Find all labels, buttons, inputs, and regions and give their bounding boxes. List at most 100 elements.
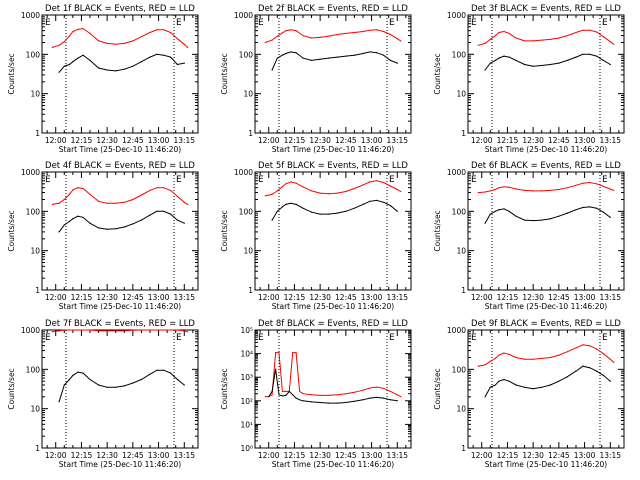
data-point-events [484, 69, 486, 71]
y-axis-label: Counts/sec [7, 210, 16, 251]
data-point-lld [140, 36, 142, 38]
data-point-lld [63, 41, 65, 43]
data-point-lld [156, 29, 158, 31]
marker-letter: E [45, 333, 51, 343]
data-point-events [302, 207, 304, 209]
data-point-lld [187, 46, 189, 49]
data-point-events [132, 382, 134, 384]
data-point-lld [609, 358, 611, 360]
data-point-events [58, 71, 60, 73]
data-point-lld [498, 31, 500, 34]
x-tick-label: 12:00 [45, 293, 67, 302]
data-point-lld [140, 194, 142, 196]
data-point-events [515, 215, 517, 217]
data-point-lld [183, 201, 185, 203]
data-point-lld [589, 29, 591, 31]
data-point-lld [389, 185, 391, 187]
chart-title: Det 8f BLACK = Events, RED = LLD [258, 319, 408, 329]
data-point-lld [494, 35, 496, 37]
x-tick-label: 12:00 [258, 451, 280, 460]
data-point-events [396, 210, 398, 212]
data-point-lld [149, 329, 151, 331]
data-point-lld [290, 181, 292, 183]
data-point-events [82, 372, 84, 374]
chart-title: Det 6f BLACK = Events, RED = LLD [471, 161, 621, 171]
data-point-lld [503, 30, 505, 33]
data-point-lld [89, 193, 91, 195]
data-point-lld [494, 188, 496, 191]
data-point-events [383, 397, 385, 399]
data-point-events [362, 203, 364, 205]
data-point-lld [602, 185, 605, 187]
data-point-events [489, 62, 491, 64]
data-point-lld [115, 202, 117, 204]
x-tick-label: 13:00 [148, 136, 170, 145]
y-tick-label: 1000 [447, 168, 466, 177]
data-point-events [149, 373, 151, 375]
data-point-lld [383, 387, 385, 389]
y-tick-label: 10⁵ [240, 326, 253, 335]
y-tick-label: 10 [243, 90, 253, 99]
data-point-lld [311, 394, 313, 396]
data-point-events [541, 64, 543, 67]
series-line-events [58, 369, 185, 402]
data-point-events [396, 62, 398, 64]
data-point-lld [541, 190, 543, 192]
series-line-lld [265, 180, 401, 197]
data-point-lld [369, 387, 371, 389]
data-point-events [115, 70, 117, 72]
x-tick-label: 12:15 [284, 293, 306, 302]
data-point-events [63, 224, 65, 226]
data-point-lld [115, 330, 117, 332]
x-tick-label: 13:15 [386, 293, 408, 302]
data-point-lld [156, 187, 158, 189]
data-point-lld [63, 198, 65, 201]
data-point-events [498, 57, 500, 59]
chart-panel-8: Det 8f BLACK = Events, RED = LLD 10⁰ 10¹ 10… [220, 319, 412, 469]
data-point-events [549, 384, 551, 386]
data-point-events [575, 56, 577, 58]
data-point-lld [558, 188, 560, 191]
data-point-events [319, 401, 321, 404]
data-point-events [566, 212, 569, 214]
data-point-events [596, 207, 598, 209]
marker-letter: E [176, 18, 182, 28]
data-point-events [98, 227, 100, 229]
data-point-events [328, 213, 330, 215]
data-point-events [515, 384, 517, 386]
data-point-events [376, 396, 378, 398]
data-point-lld [609, 188, 611, 190]
data-point-lld [508, 186, 510, 188]
data-point-lld [336, 192, 338, 194]
data-point-lld [328, 394, 330, 396]
data-point-lld [163, 187, 165, 189]
data-point-events [140, 61, 142, 63]
data-point-lld [484, 364, 486, 366]
chart-panel-5: Det 5f BLACK = Events, RED = LLD 1 10 100 10… [220, 161, 412, 311]
data-point-lld [271, 39, 273, 41]
plot-frame [254, 14, 412, 134]
y-tick-label: 1000 [234, 168, 253, 177]
data-point-events [508, 210, 510, 212]
data-point-lld [281, 186, 283, 188]
data-point-events [582, 206, 584, 209]
y-axis-label: Counts/sec [220, 210, 229, 251]
data-point-lld [489, 190, 491, 192]
x-axis-label: Start Time (25-Dec-10 11:46:20) [59, 145, 181, 154]
data-point-events [132, 65, 134, 67]
data-point-lld [264, 195, 266, 197]
data-point-lld [396, 188, 398, 191]
data-point-events [123, 226, 125, 228]
x-tick-label: 12:45 [122, 451, 144, 460]
data-point-lld [345, 32, 347, 35]
data-point-lld [187, 203, 189, 205]
y-axis-label: Counts/sec [7, 368, 16, 409]
x-tick-label: 12:15 [497, 451, 519, 460]
data-point-events [602, 374, 605, 376]
data-point-events [68, 378, 70, 381]
data-point-lld [123, 201, 125, 203]
data-point-events [609, 63, 611, 66]
data-point-events [82, 216, 84, 218]
y-tick-label: 1000 [234, 11, 253, 20]
x-tick-label: 12:00 [471, 136, 493, 145]
